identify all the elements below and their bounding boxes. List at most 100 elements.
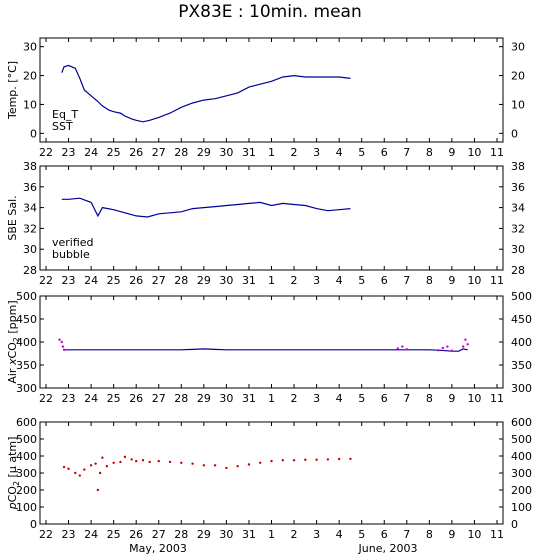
- x-tick-label: 24: [84, 146, 98, 159]
- x-tick-label: 1: [268, 528, 275, 541]
- x-tick-label: 30: [219, 528, 233, 541]
- y-axis-title: Temp. [°C]: [6, 61, 19, 120]
- plot-frame: [39, 295, 504, 389]
- x-tick-label: 9: [448, 274, 455, 287]
- y-title-part: [μ atm]: [6, 437, 19, 481]
- x-tick-label: 25: [107, 392, 121, 405]
- y-tick-label: 600: [16, 416, 37, 429]
- x-tick-label: 5: [358, 392, 365, 405]
- x-tick-label: 8: [426, 528, 433, 541]
- y-axis-title: Air xCO2 [ppm]: [6, 300, 21, 383]
- y-title-part: p: [6, 502, 19, 510]
- x-tick-label: 10: [467, 528, 481, 541]
- y-tick-label-right: 34: [511, 202, 525, 215]
- x-tick-label: 24: [84, 274, 98, 287]
- legend-bubble: bubble: [52, 248, 90, 261]
- x-tick-label: 23: [62, 274, 76, 287]
- plot-frame: [39, 165, 504, 271]
- x-tick-label: 29: [197, 528, 211, 541]
- x-tick-label: 4: [336, 392, 343, 405]
- y-tick-label-right: 30: [511, 243, 525, 256]
- x-tick-label: 3: [313, 274, 320, 287]
- y-tick-label: 500: [16, 290, 37, 303]
- x-tick-label: 4: [336, 274, 343, 287]
- x-tick-label: 28: [174, 146, 188, 159]
- y-tick-label: 400: [16, 336, 37, 349]
- y-axis-title: SBE Sal.: [6, 195, 19, 240]
- x-tick-label: 31: [242, 274, 256, 287]
- data-point-pco2: [123, 455, 127, 459]
- data-point-pco2: [74, 471, 77, 475]
- data-point-pco2: [326, 458, 330, 461]
- y-tick-label-right: 600: [511, 416, 532, 429]
- x-tick-label: 25: [107, 274, 121, 287]
- y-tick-label: 30: [23, 41, 37, 54]
- x-tick-label: 8: [426, 146, 433, 159]
- y-tick-label-right: 200: [511, 484, 532, 497]
- y-tick-label: 100: [16, 501, 37, 514]
- data-point-bubble: [401, 345, 404, 348]
- y-tick-label: 350: [16, 359, 37, 372]
- x-tick-label: 5: [358, 528, 365, 541]
- data-point-pco2: [141, 459, 145, 462]
- x-tick-label: 30: [219, 146, 233, 159]
- x-tick-label: 24: [84, 528, 98, 541]
- x-tick-label: 22: [39, 528, 53, 541]
- data-point-pco2: [213, 464, 217, 467]
- x-tick-label: 26: [129, 392, 143, 405]
- x-tick-label: 10: [467, 392, 481, 405]
- x-tick-label: 25: [107, 528, 121, 541]
- month-label-may: May, 2003: [129, 542, 187, 555]
- x-tick-label: 30: [219, 392, 233, 405]
- y-tick-label: 10: [23, 98, 37, 111]
- data-point-pco2: [157, 459, 160, 463]
- data-point-pco2: [281, 459, 284, 462]
- x-tick-label: 2: [291, 528, 298, 541]
- x-tick-label: 30: [219, 274, 233, 287]
- month-label-june: June, 2003: [358, 542, 418, 555]
- x-tick-label: 10: [467, 274, 481, 287]
- y-tick-label: 20: [23, 70, 37, 83]
- y-tick-label-right: 36: [511, 181, 525, 194]
- y-tick-label-right: 28: [511, 264, 525, 277]
- x-tick-label: 6: [381, 146, 388, 159]
- x-tick-label: 7: [403, 274, 410, 287]
- x-tick-label: 1: [268, 146, 275, 159]
- data-point-bubble: [464, 338, 467, 341]
- x-tick-label: 2: [291, 392, 298, 405]
- legend-verified: verified: [52, 236, 94, 249]
- y-tick-label: 32: [23, 222, 37, 235]
- y-tick-label-right: 450: [511, 313, 532, 326]
- x-tick-label: 11: [490, 528, 504, 541]
- x-tick-label: 28: [174, 528, 188, 541]
- figure-title: PX83E : 10min. mean: [178, 2, 362, 22]
- x-tick-label: 6: [381, 274, 388, 287]
- series-line-verified: [61, 197, 351, 218]
- data-point-pco2: [202, 464, 206, 467]
- x-tick-label: 3: [313, 528, 320, 541]
- y-tick-label-right: 400: [511, 336, 532, 349]
- x-tick-label: 9: [448, 146, 455, 159]
- y-tick-label-right: 400: [511, 450, 532, 463]
- data-point-pco2: [349, 457, 352, 461]
- x-tick-label: 22: [39, 392, 53, 405]
- y-axis-title: pCO2 [μ atm]: [6, 437, 21, 511]
- x-tick-label: 23: [62, 146, 76, 159]
- y-title-part: Air: [6, 365, 19, 384]
- x-tick-label: 29: [197, 392, 211, 405]
- x-tick-label: 24: [84, 392, 98, 405]
- y-tick-label: 34: [23, 202, 37, 215]
- y-tick-label-right: 0: [511, 518, 518, 531]
- x-tick-label: 27: [152, 146, 166, 159]
- x-tick-label: 26: [129, 274, 143, 287]
- data-point-bubble: [446, 345, 449, 348]
- x-tick-label: 7: [403, 146, 410, 159]
- y-tick-label-right: 20: [511, 70, 525, 83]
- data-point-pco2: [130, 458, 133, 461]
- x-tick-label: 8: [426, 274, 433, 287]
- x-tick-label: 11: [490, 392, 504, 405]
- x-tick-label: 25: [107, 146, 121, 159]
- x-tick-label: 23: [62, 528, 76, 541]
